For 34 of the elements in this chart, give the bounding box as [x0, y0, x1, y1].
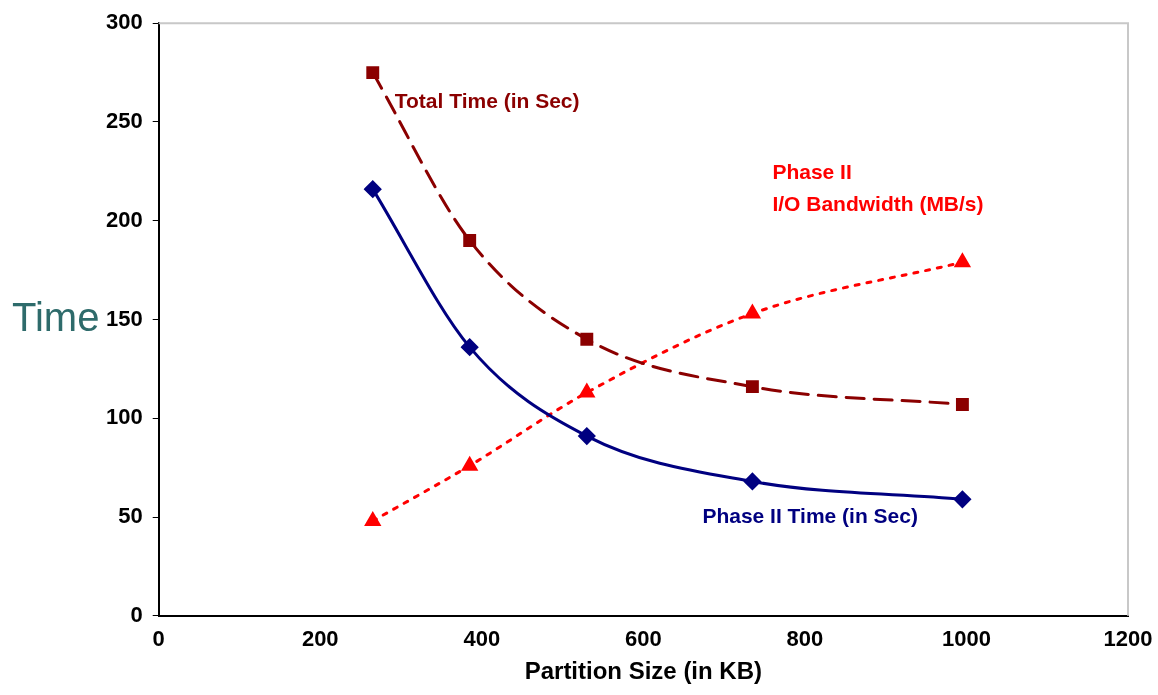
x-tick-label: 600 — [624, 626, 662, 652]
point — [745, 380, 759, 394]
point — [578, 427, 596, 445]
point — [364, 180, 382, 198]
y-tick-label: 250 — [105, 108, 143, 134]
point — [954, 253, 970, 268]
y-tick-label: 100 — [105, 404, 143, 430]
x-tick-label: 0 — [152, 626, 165, 652]
x-axis-title: Partition Size (in KB) — [524, 657, 763, 685]
x-tick-label: 1200 — [1103, 626, 1153, 652]
point — [955, 397, 969, 411]
y-tick-label: 150 — [105, 305, 143, 331]
x-tick-label: 1000 — [941, 626, 991, 652]
y-tick-label: 50 — [118, 503, 143, 529]
point — [744, 305, 760, 319]
series-label: Total Time (in Sec) — [394, 89, 580, 113]
series-label: Phase II Time (in Sec) — [702, 504, 918, 528]
x-tick-label: 800 — [786, 626, 824, 652]
point — [461, 338, 479, 356]
y-tick-label: 0 — [130, 601, 143, 627]
point — [580, 332, 594, 346]
point — [579, 384, 595, 398]
x-tick-label: 400 — [463, 626, 501, 652]
point — [953, 490, 971, 508]
point — [743, 472, 761, 490]
y-tick-label: 200 — [105, 206, 143, 232]
x-tick-label: 200 — [301, 626, 339, 652]
point — [462, 457, 478, 471]
y-tick-label: 300 — [105, 9, 143, 35]
point — [366, 66, 380, 80]
point — [365, 512, 381, 526]
y-axis-title: Time — [12, 294, 100, 339]
text: Phase II I/O Bandwidth (MB/s) — [772, 160, 984, 216]
point — [463, 234, 477, 247]
